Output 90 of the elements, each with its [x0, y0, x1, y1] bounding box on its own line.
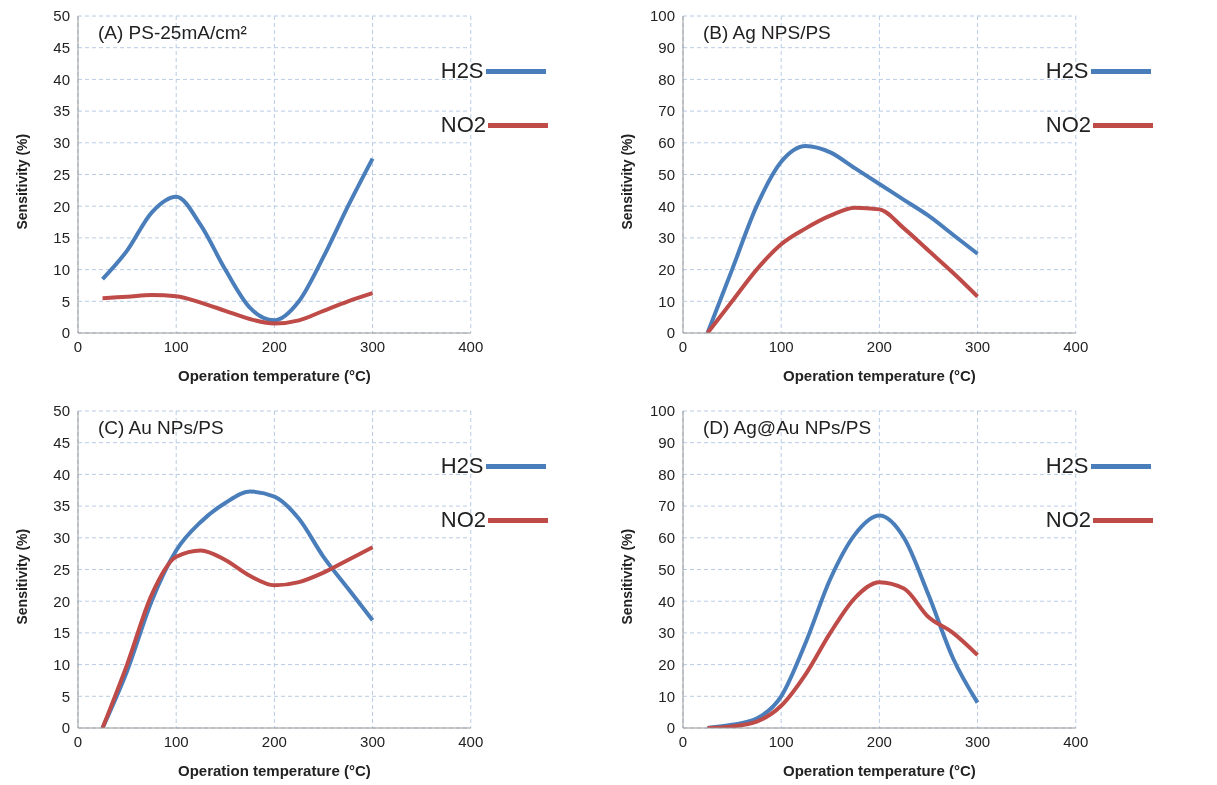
y-tick-label: 30 [658, 624, 675, 642]
line-series [100, 156, 375, 323]
y-tick-label: 60 [658, 134, 675, 152]
y-tick-label: 10 [658, 687, 675, 705]
y-tick-label: 40 [658, 592, 675, 610]
line-series [705, 143, 980, 333]
x-tick-label: 400 [1063, 732, 1089, 750]
y-tick-label: 30 [658, 229, 675, 247]
y-tick-label: 100 [649, 7, 675, 25]
y-tick-label: 50 [53, 402, 70, 420]
legend-label: NO2 [1045, 507, 1091, 533]
y-tick-label: 10 [658, 292, 675, 310]
y-tick-label: 25 [53, 165, 70, 183]
y-tick-label: 80 [658, 465, 675, 483]
legend-label: NO2 [440, 112, 486, 138]
y-tick-label: 0 [666, 324, 675, 342]
y-tick-label: 90 [658, 434, 675, 452]
x-tick-label: 300 [965, 337, 991, 355]
y-tick-label: 60 [658, 529, 675, 547]
chart-title: (D) Ag@Au NPs/PS [703, 417, 872, 439]
y-tick-label: 50 [658, 165, 675, 183]
y-tick-label: 35 [53, 497, 70, 515]
x-tick-label: 300 [360, 732, 386, 750]
x-tick-label: 100 [163, 337, 189, 355]
y-tick-label: 0 [61, 324, 70, 342]
x-tick-label: 0 [73, 337, 83, 355]
x-tick-label: 0 [73, 732, 83, 750]
y-tick-label: 10 [53, 655, 70, 673]
legend-label: H2S [1045, 58, 1089, 84]
y-tick-label: 40 [53, 70, 70, 88]
y-tick-label: 50 [53, 7, 70, 25]
legend-label: NO2 [440, 507, 486, 533]
y-tick-label: 0 [666, 719, 675, 737]
y-tick-label: 40 [658, 197, 675, 215]
line-series [705, 205, 980, 333]
y-tick-label: 10 [53, 260, 70, 278]
chart-title: (B) Ag NPS/PS [703, 22, 831, 44]
x-axis-title: Operation temperature (°C) [783, 367, 976, 384]
x-tick-label: 200 [866, 337, 892, 355]
y-axis-title: Sensitivity (%) [618, 133, 635, 230]
y-tick-label: 70 [658, 497, 675, 515]
x-tick-label: 100 [163, 732, 189, 750]
x-tick-label: 100 [768, 732, 794, 750]
legend-label: H2S [440, 58, 484, 84]
x-tick-label: 200 [261, 732, 287, 750]
line-series [100, 291, 375, 326]
y-tick-label: 40 [53, 465, 70, 483]
x-axis-title: Operation temperature (°C) [178, 762, 371, 779]
y-tick-label: 30 [53, 529, 70, 547]
y-tick-label: 20 [658, 655, 675, 673]
y-tick-label: 35 [53, 102, 70, 120]
y-tick-label: 25 [53, 560, 70, 578]
y-tick-label: 20 [53, 592, 70, 610]
x-tick-label: 400 [458, 732, 484, 750]
x-axis-title: Operation temperature (°C) [178, 367, 371, 384]
y-tick-label: 80 [658, 70, 675, 88]
x-tick-label: 0 [678, 337, 688, 355]
y-tick-label: 0 [61, 719, 70, 737]
x-tick-label: 400 [1063, 337, 1089, 355]
y-tick-label: 20 [53, 197, 70, 215]
y-tick-label: 20 [658, 260, 675, 278]
y-tick-label: 15 [53, 229, 70, 247]
x-tick-label: 200 [866, 732, 892, 750]
y-tick-label: 15 [53, 624, 70, 642]
y-tick-label: 5 [61, 687, 70, 705]
y-tick-label: 45 [53, 39, 70, 57]
y-tick-label: 5 [61, 292, 70, 310]
x-tick-label: 100 [768, 337, 794, 355]
x-axis-title: Operation temperature (°C) [783, 762, 976, 779]
line-series [100, 545, 375, 728]
y-tick-label: 45 [53, 434, 70, 452]
chart-title: (A) PS-25mA/cm² [98, 22, 247, 44]
y-axis-title: Sensitivity (%) [13, 133, 30, 230]
y-axis-title: Sensitivity (%) [618, 528, 635, 625]
y-tick-label: 100 [649, 402, 675, 420]
chart-title: (C) Au NPs/PS [98, 417, 224, 439]
legend-label: H2S [1045, 453, 1089, 479]
line-series [705, 580, 980, 728]
y-tick-label: 90 [658, 39, 675, 57]
x-tick-label: 200 [261, 337, 287, 355]
legend-label: NO2 [1045, 112, 1091, 138]
y-axis-title: Sensitivity (%) [13, 528, 30, 625]
y-tick-label: 70 [658, 102, 675, 120]
x-tick-label: 300 [965, 732, 991, 750]
x-tick-label: 0 [678, 732, 688, 750]
legend-label: H2S [440, 453, 484, 479]
y-tick-label: 50 [658, 560, 675, 578]
y-tick-label: 30 [53, 134, 70, 152]
x-tick-label: 400 [458, 337, 484, 355]
x-tick-label: 300 [360, 337, 386, 355]
